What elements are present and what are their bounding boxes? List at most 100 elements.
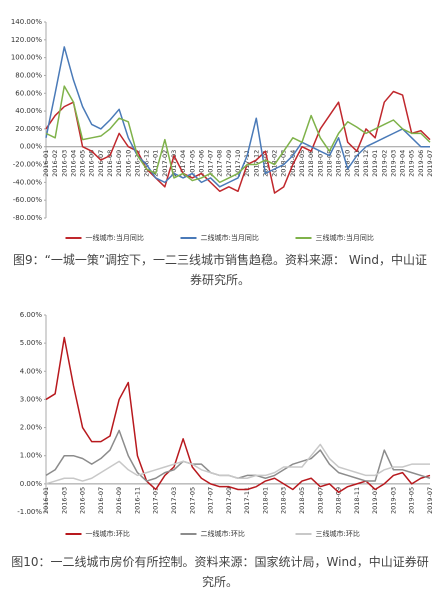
x-tick-label: 2018-11	[353, 487, 361, 514]
y-tick-label: 40.00%	[15, 107, 42, 115]
x-tick-label: 2018-03	[280, 150, 288, 177]
x-tick-label: 2016-05	[79, 487, 87, 514]
x-tick-label: 2016-02	[51, 150, 59, 177]
y-tick-label: 2.00%	[20, 424, 43, 432]
x-tick-label: 2016-07	[97, 487, 105, 514]
x-tick-label: 2018-12	[362, 150, 370, 177]
x-tick-label: 2018-06	[307, 150, 315, 177]
x-tick-label: 2017-09	[225, 150, 233, 177]
legend-label: 二线城市:当月同比	[201, 233, 259, 242]
y-tick-label: -1.00%	[17, 508, 42, 516]
x-tick-label: 2018-05	[298, 487, 306, 514]
x-tick-label: 2016-03	[60, 487, 68, 514]
y-tick-label: 6.00%	[20, 311, 43, 319]
legend-label: 二线城市:环比	[201, 529, 245, 538]
x-tick-label: 2018-08	[325, 150, 333, 177]
y-tick-label: 5.00%	[20, 339, 43, 347]
legend-label: 一线城市:环比	[86, 529, 130, 538]
x-tick-label: 2016-06	[88, 150, 96, 177]
x-tick-label: 2019-01	[371, 487, 379, 514]
x-tick-label: 2017-07	[207, 150, 215, 177]
legend-label: 一线城市:当月同比	[86, 233, 144, 242]
x-tick-label: 2017-05	[188, 487, 196, 514]
x-tick-label: 2016-03	[60, 150, 68, 177]
x-tick-label: 2017-09	[225, 487, 233, 514]
x-tick-label: 2017-03	[170, 487, 178, 514]
x-tick-label: 2019-05	[408, 487, 416, 514]
x-tick-label: 2016-09	[115, 150, 123, 177]
y-tick-label: -40.00%	[13, 178, 43, 186]
x-tick-label: 2016-07	[97, 150, 105, 177]
x-tick-label: 2018-11	[353, 150, 361, 177]
x-tick-label: 2018-07	[316, 487, 324, 514]
x-tick-label: 2018-07	[316, 150, 324, 177]
x-tick-label: 2018-09	[335, 487, 343, 514]
x-tick-label: 2017-12	[252, 150, 260, 177]
x-tick-label: 2016-01	[42, 150, 50, 177]
series-line	[45, 443, 430, 485]
x-tick-label: 2017-05	[188, 150, 196, 177]
x-tick-label: 2016-10	[124, 150, 132, 177]
x-tick-label: 2016-01	[42, 487, 50, 514]
x-tick-label: 2019-03	[389, 487, 397, 514]
y-tick-label: -20.00%	[13, 161, 43, 169]
series-line	[45, 336, 431, 494]
y-tick-label: 0.00%	[20, 480, 43, 488]
y-tick-label: -60.00%	[13, 196, 43, 204]
y-tick-label: 4.00%	[20, 367, 43, 375]
y-tick-label: 60.00%	[15, 89, 42, 97]
x-tick-label: 2016-04	[69, 150, 77, 177]
y-tick-label: 100.00%	[11, 54, 42, 62]
series-line	[45, 46, 430, 188]
y-tick-label: 140.00%	[11, 18, 42, 26]
x-tick-label: 2019-06	[417, 150, 425, 177]
x-tick-label: 2017-11	[243, 150, 251, 177]
x-tick-label: 2017-08	[216, 150, 224, 177]
x-tick-label: 2019-07	[426, 487, 434, 514]
x-tick-label: 2017-01	[152, 150, 160, 177]
x-tick-label: 2017-07	[207, 487, 215, 514]
x-tick-label: 2019-05	[408, 150, 416, 177]
x-tick-label: 2019-02	[380, 150, 388, 177]
chart: -1.00% 0.00% 1.00% 2.00% 3.00% 4.00% 5.00% 6.00…	[17, 311, 434, 538]
x-tick-label: 2017-10	[234, 150, 242, 177]
x-tick-label: 2018-01	[261, 487, 269, 514]
y-tick-label: 0.00%	[20, 143, 43, 151]
caption: 图10：一二线城市房价有所控制。资料来源：国家统计局，Wind，中山证券研究所。	[11, 555, 429, 589]
x-tick-label: 2019-03	[389, 150, 397, 177]
x-tick-label: 2017-03	[170, 150, 178, 177]
y-tick-label: 120.00%	[11, 36, 42, 44]
x-tick-label: 2016-05	[79, 150, 87, 177]
x-tick-label: 2016-09	[115, 487, 123, 514]
x-tick-label: 2018-05	[298, 150, 306, 177]
x-tick-label: 2019-01	[371, 150, 379, 177]
y-tick-label: -80.00%	[13, 214, 43, 222]
x-tick-label: 2017-04	[179, 150, 187, 177]
legend-label: 三线城市:环比	[316, 529, 360, 538]
x-tick-label: 2018-10	[344, 150, 352, 177]
x-tick-label: 2017-11	[243, 487, 251, 514]
x-tick-label: 2016-11	[133, 487, 141, 514]
x-tick-label: 2016-08	[106, 150, 114, 177]
y-tick-label: 80.00%	[15, 71, 42, 79]
x-tick-label: 2018-01	[261, 150, 269, 177]
x-tick-label: 2018-03	[280, 487, 288, 514]
x-tick-label: 2018-09	[335, 150, 343, 177]
x-tick-label: 2016-12	[143, 150, 151, 177]
series-line	[45, 85, 431, 184]
figure: -80.00% -60.00% -40.00% -20.00% 0.00% 20.00% 4…	[11, 18, 434, 589]
series-line	[45, 90, 431, 194]
x-tick-label: 2019-04	[399, 150, 407, 177]
x-tick-label: 2017-06	[197, 150, 205, 177]
x-tick-label: 2016-11	[133, 150, 141, 177]
caption: 图9：“一城一策”调控下，一二三线城市销售趋稳。资料来源： Wind，中山证券研…	[12, 253, 428, 287]
series-line	[45, 429, 431, 482]
x-tick-label: 2017-01	[152, 487, 160, 514]
y-tick-label: 3.00%	[20, 395, 43, 403]
chart: -80.00% -60.00% -40.00% -20.00% 0.00% 20.00% 4…	[11, 18, 434, 242]
legend-label: 三线城市:当月同比	[316, 233, 374, 242]
x-tick-label: 2017-02	[161, 150, 169, 177]
y-tick-label: 20.00%	[15, 125, 42, 133]
x-tick-label: 2019-07	[426, 150, 434, 177]
